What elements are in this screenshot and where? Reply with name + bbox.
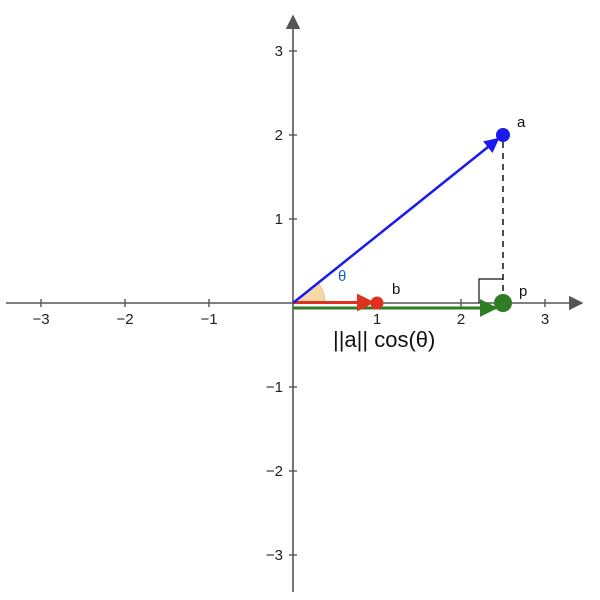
vector-p-label: p	[519, 283, 527, 300]
y-tick-label: −1	[266, 379, 283, 396]
y-tick-label: 2	[275, 127, 283, 144]
x-tick-label: 2	[457, 311, 465, 328]
point-a[interactable]	[496, 128, 510, 142]
y-tick-group: −3 −2 −1 1 2 3	[266, 43, 297, 564]
vector-a-arrow	[292, 137, 500, 304]
y-tick-label: 3	[275, 43, 283, 60]
projection-length-label: ||a|| cos(θ)	[333, 327, 435, 352]
point-b[interactable]	[370, 296, 384, 310]
theta-label: θ	[338, 268, 346, 285]
y-tick-label: 1	[275, 211, 283, 228]
x-tick-label: 3	[541, 311, 549, 328]
vector-a-label: a	[517, 114, 526, 131]
x-tick-label: −2	[116, 311, 133, 328]
x-tick-label: −3	[32, 311, 49, 328]
right-angle-mark	[478, 278, 503, 303]
x-tick-label: −1	[200, 311, 217, 328]
y-tick-label: −3	[266, 547, 283, 564]
vector-b-label: b	[392, 281, 400, 298]
point-p[interactable]	[494, 294, 512, 312]
x-tick-label: 1	[373, 311, 381, 328]
y-tick-label: −2	[266, 463, 283, 480]
x-tick-group: −3 −2 −1 1 2 3	[32, 299, 549, 328]
